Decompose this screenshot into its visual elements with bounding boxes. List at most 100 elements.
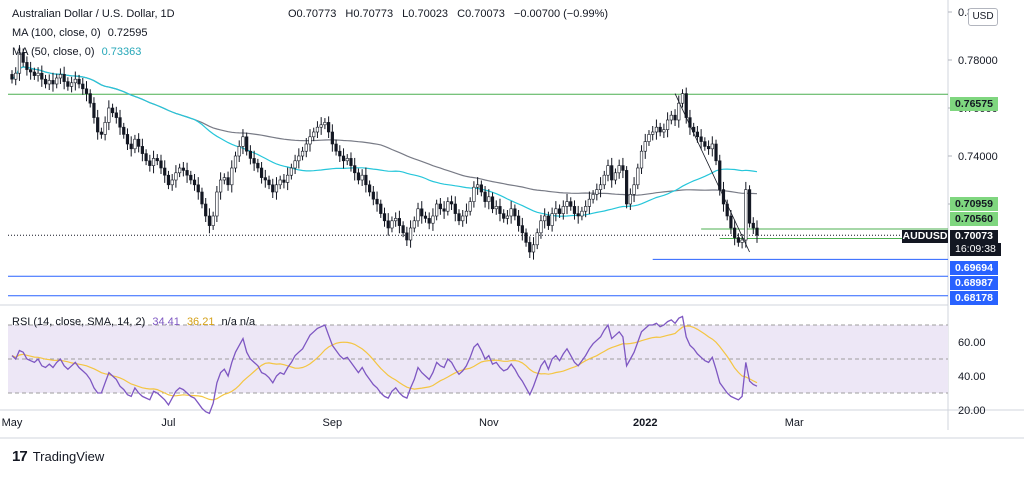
price-tag-s3: 0.68178 <box>950 291 998 305</box>
candle-body <box>539 220 543 234</box>
candle-body <box>408 227 413 241</box>
candle-body <box>330 131 334 145</box>
candle-body <box>323 122 327 126</box>
candle-body <box>569 201 573 207</box>
candle-body <box>610 165 614 181</box>
candle-body <box>29 69 33 73</box>
candle-body <box>386 220 390 229</box>
time-tick-label: Nov <box>479 417 499 429</box>
candle-body <box>110 107 115 114</box>
candle-body <box>312 131 316 138</box>
symbol-title: Australian Dollar / U.S. Dollar, 1D <box>12 8 175 20</box>
candle-body <box>263 177 267 181</box>
candle-body <box>371 191 375 200</box>
ohlc-legend: O0.70773 H0.70773 L0.70023 C0.70073 −0.0… <box>288 8 614 20</box>
tradingview-logo-icon: 17 <box>12 448 28 465</box>
candle-body <box>379 203 383 214</box>
candle-body <box>196 184 200 193</box>
candle-body <box>710 143 714 150</box>
candle-body <box>144 153 148 162</box>
rsi-legend[interactable]: RSI (14, close, SMA, 14, 2) 34.41 36.21 … <box>12 316 255 328</box>
candle-body <box>189 174 193 181</box>
candle-body <box>472 186 476 202</box>
candle-body <box>293 160 297 169</box>
candle-body <box>449 201 454 205</box>
rsi-label: RSI (14, close, SMA, 14, 2) <box>12 316 146 328</box>
candle-body <box>420 208 424 217</box>
candle-body <box>479 184 483 193</box>
trend-line <box>674 93 750 253</box>
candle-body <box>651 131 655 135</box>
candle-body <box>662 129 666 133</box>
candle-body <box>99 131 103 135</box>
candle-body <box>751 222 755 229</box>
candle-body <box>118 117 122 128</box>
candle-body <box>36 72 40 76</box>
ma100-legend[interactable]: MA (100, close, 0) 0.72595 <box>12 27 147 39</box>
candle-body <box>349 158 353 166</box>
candle-body <box>613 172 618 181</box>
candle-body <box>416 208 420 222</box>
candle-body <box>401 225 405 234</box>
candle-body <box>360 174 364 181</box>
candle-body <box>494 206 498 210</box>
candle-body <box>699 136 703 142</box>
candle-body <box>457 213 461 222</box>
countdown-tag: 16:09:38 <box>950 243 1001 256</box>
candle-body <box>546 215 550 226</box>
ohlc-low: L0.70023 <box>402 8 449 20</box>
candle-body <box>289 167 293 176</box>
candle-body <box>286 174 290 183</box>
candle-body <box>70 82 74 87</box>
candle-body <box>740 239 744 243</box>
candle-body <box>584 206 588 212</box>
rsi-tick-label: 60.00 <box>958 337 986 349</box>
candle-body <box>531 244 536 253</box>
candle-body <box>706 146 711 150</box>
candle-body <box>341 155 346 162</box>
candle-body <box>747 189 752 224</box>
candle-body <box>744 189 748 241</box>
rsi-sma-value: 36.21 <box>186 316 215 328</box>
candle-body <box>122 126 126 135</box>
candle-body <box>520 225 524 234</box>
candle-body <box>606 165 610 176</box>
ma50-legend[interactable]: MA (50, close, 0) 0.73363 <box>12 46 141 58</box>
candle-body <box>137 138 141 147</box>
candle-body <box>200 191 204 205</box>
candle-body <box>423 215 428 219</box>
candle-body <box>334 143 338 152</box>
candle-body <box>215 191 219 217</box>
currency-button[interactable]: USD <box>968 8 998 26</box>
candle-body <box>431 215 435 224</box>
candle-body <box>308 136 312 145</box>
candle-body <box>695 131 699 138</box>
rsi-value: 34.41 <box>152 316 180 328</box>
candle-body <box>639 150 644 169</box>
candle-body <box>51 80 55 85</box>
candle-body <box>367 184 372 193</box>
candle-body <box>338 150 342 157</box>
candle-body <box>502 213 506 219</box>
candle-body <box>442 208 446 212</box>
candle-body <box>166 174 171 186</box>
candle-body <box>271 184 275 193</box>
candle-body <box>73 78 77 84</box>
candle-body <box>632 184 636 195</box>
footer-brand[interactable]: 17 TradingView <box>12 448 104 465</box>
ohlc-high: H0.70773 <box>345 8 394 20</box>
candle-body <box>159 160 163 169</box>
candle-body <box>62 74 66 82</box>
candle-body <box>714 143 718 162</box>
candle-body <box>114 112 118 118</box>
candle-body <box>382 213 387 222</box>
time-tick-label: Sep <box>323 417 343 429</box>
candle-body <box>394 218 398 222</box>
candle-body <box>524 232 528 243</box>
candle-body <box>625 170 629 205</box>
candle-body <box>733 227 737 238</box>
candle-body <box>680 93 685 104</box>
candle-body <box>487 196 491 202</box>
candle-body <box>736 237 740 243</box>
